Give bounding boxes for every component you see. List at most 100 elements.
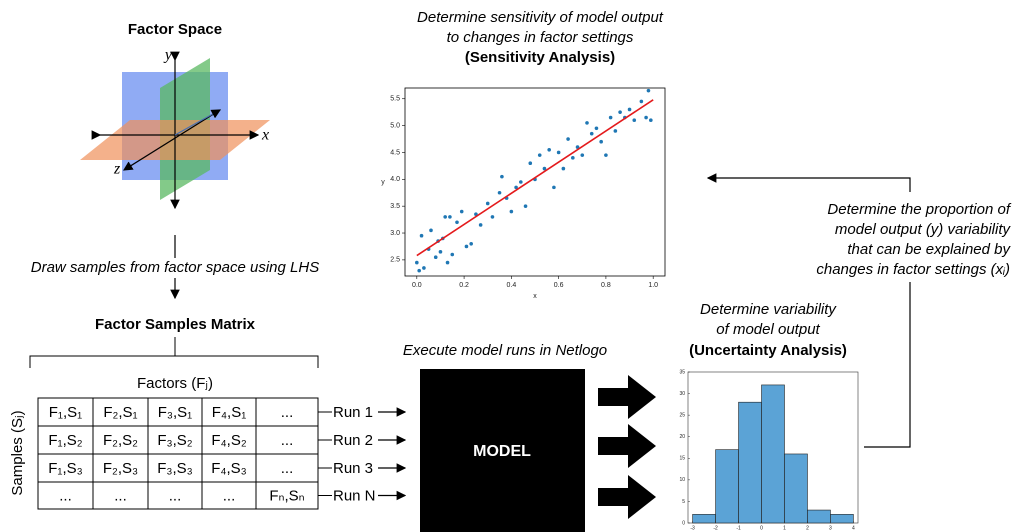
point bbox=[445, 260, 450, 265]
cell-text: Fₙ,Sₙ bbox=[269, 487, 304, 504]
cell-text: F₄,S₃ bbox=[211, 460, 247, 477]
cell-text: F₂,S₁ bbox=[103, 404, 137, 421]
point bbox=[566, 137, 570, 141]
point bbox=[632, 118, 637, 123]
point bbox=[547, 147, 551, 152]
point bbox=[450, 252, 455, 257]
cell-text: F₃,S₂ bbox=[157, 432, 192, 449]
sampling-step: Draw samples from factor space using LHS bbox=[31, 259, 319, 276]
point bbox=[528, 161, 533, 165]
point bbox=[585, 121, 589, 125]
point bbox=[464, 244, 469, 249]
cell-text: ... bbox=[59, 487, 72, 504]
uncertainty-caption: of model output bbox=[716, 321, 820, 338]
x-tick-label: 0 bbox=[760, 525, 763, 531]
table-cell bbox=[92, 397, 149, 427]
point bbox=[571, 156, 575, 160]
cell-text: ... bbox=[114, 487, 127, 504]
x-tick-label: 0.0 bbox=[412, 282, 422, 289]
cell-text: F₂,S₃ bbox=[103, 460, 138, 477]
sensitivity-caption: Determine sensitivity of model output bbox=[417, 9, 664, 26]
point bbox=[469, 241, 473, 246]
uncertainty-title: (Uncertainty Analysis) bbox=[689, 342, 847, 359]
cell-text: ... bbox=[281, 404, 294, 421]
table-cell bbox=[92, 481, 149, 510]
y-tick-label: 25 bbox=[679, 412, 685, 418]
y-tick-label: 20 bbox=[679, 434, 685, 440]
bar bbox=[830, 514, 854, 524]
point bbox=[523, 204, 528, 208]
model-box bbox=[420, 369, 585, 532]
samples-table: F₁,S₁ F₂,S₁ F₃,S₁ F₄,S₁ ... F₁,S₂ F₂,S₂ F₃,S₂ F₄… bbox=[37, 397, 407, 510]
uncertainty-caption: Determine variability bbox=[700, 301, 837, 318]
y-tick-label: 5.0 bbox=[390, 122, 400, 129]
matrix-title: Factor Samples Matrix bbox=[95, 316, 256, 333]
point bbox=[478, 223, 483, 227]
run-label: Run 3 bbox=[333, 460, 373, 477]
point bbox=[646, 88, 651, 93]
table-cell bbox=[147, 425, 203, 455]
bar bbox=[692, 514, 716, 524]
x-tick-label: -3 bbox=[690, 525, 695, 531]
table-cell bbox=[201, 481, 257, 510]
x-tick-label: 2 bbox=[806, 525, 809, 531]
point bbox=[618, 110, 622, 114]
point bbox=[599, 139, 603, 144]
y-tick-label: 4.5 bbox=[390, 149, 400, 156]
point bbox=[433, 255, 438, 259]
point bbox=[497, 190, 502, 195]
y-tick-label: 0 bbox=[682, 520, 685, 526]
point bbox=[438, 250, 443, 254]
table-cell bbox=[147, 481, 203, 510]
y-axis-label: y bbox=[381, 179, 385, 186]
x-tick-label: 4 bbox=[852, 525, 855, 531]
x-tick-label: -1 bbox=[736, 525, 741, 531]
point bbox=[459, 209, 464, 214]
cell-text: ... bbox=[223, 487, 236, 504]
y-tick-label: 30 bbox=[679, 391, 685, 397]
bar bbox=[715, 449, 739, 524]
point bbox=[627, 107, 632, 112]
point bbox=[542, 166, 547, 171]
point bbox=[419, 233, 424, 238]
table-cell bbox=[255, 425, 319, 455]
cell-text: F₁,S₁ bbox=[49, 404, 82, 421]
feedback-text: Determine the proportion of bbox=[827, 201, 1011, 218]
cell-text: F₃,S₃ bbox=[157, 460, 193, 477]
cell-text: F₃,S₁ bbox=[158, 404, 193, 421]
bar bbox=[784, 453, 808, 524]
y-tick-label: 35 bbox=[679, 369, 685, 375]
feedback-text: that can be explained by bbox=[847, 241, 1011, 258]
axis-label: x bbox=[261, 127, 269, 144]
point bbox=[509, 209, 514, 214]
point bbox=[485, 201, 490, 206]
table-cell bbox=[255, 481, 319, 510]
charts: 0.0 0.2 0.4 0.6 0.8 1.0 2.5 3.0 3.5 4.0 4.5 5.0 5.5 x… bbox=[381, 87, 859, 531]
point bbox=[613, 129, 618, 133]
x-tick-label: 0.6 bbox=[554, 282, 564, 289]
table-cell bbox=[201, 397, 257, 427]
point bbox=[422, 266, 426, 270]
feedback-connector bbox=[706, 173, 911, 448]
point bbox=[537, 153, 542, 157]
y-tick-label: 3.5 bbox=[390, 203, 400, 210]
y-tick-label: 2.5 bbox=[390, 257, 400, 264]
cell-text: F₄,S₂ bbox=[211, 432, 246, 449]
x-tick-label: 1 bbox=[783, 525, 786, 531]
bar bbox=[738, 401, 762, 524]
bar bbox=[807, 509, 831, 524]
axis-label: y bbox=[163, 47, 173, 64]
y-tick-label: 15 bbox=[679, 456, 685, 462]
y-tick-label: 10 bbox=[679, 477, 685, 483]
table-cell bbox=[37, 481, 94, 510]
cell-text: F₄,S₁ bbox=[212, 404, 247, 421]
point bbox=[589, 131, 594, 136]
cell-text: F₂,S₂ bbox=[103, 432, 138, 449]
x-tick-label: 3 bbox=[829, 525, 832, 531]
point bbox=[415, 260, 419, 265]
point bbox=[490, 215, 495, 219]
point bbox=[443, 215, 447, 219]
cell-text: F₁,S₂ bbox=[48, 432, 82, 449]
table-cell bbox=[201, 425, 257, 455]
cell-text: F₁,S₃ bbox=[48, 460, 83, 477]
